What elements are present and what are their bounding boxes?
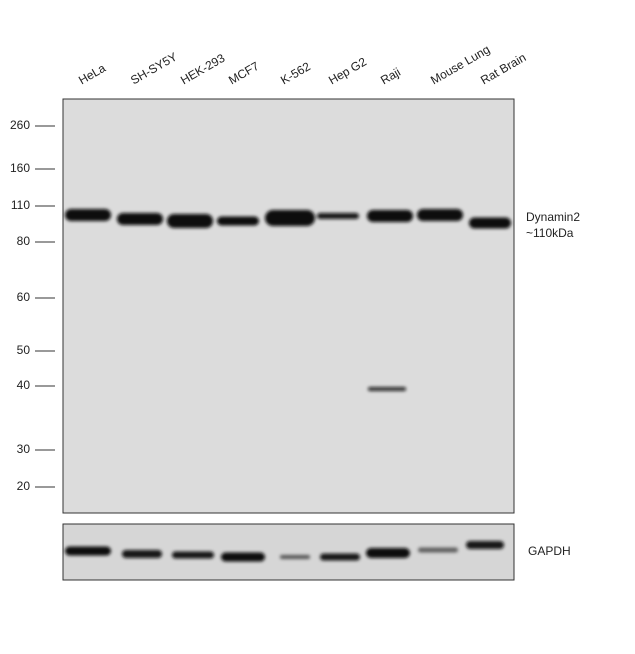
target-name: Dynamin2: [526, 210, 580, 224]
lane-label: SH-SY5Y: [128, 50, 179, 88]
band: [366, 548, 410, 558]
marker-label: 30: [17, 442, 31, 456]
band: [65, 209, 111, 221]
band: [469, 217, 511, 229]
bands: [65, 209, 511, 562]
band: [417, 209, 463, 221]
band: [221, 552, 265, 562]
band: [265, 210, 315, 226]
marker-label: 50: [17, 343, 31, 357]
band: [217, 216, 259, 226]
band: [367, 210, 413, 222]
band: [117, 213, 163, 225]
band: [418, 547, 458, 553]
band: [368, 387, 406, 391]
band: [167, 214, 213, 228]
marker-label: 40: [17, 378, 31, 392]
marker-label: 60: [17, 290, 31, 304]
lane-label: Raji: [378, 65, 403, 87]
band: [280, 555, 310, 559]
lane-label: K-562: [278, 59, 313, 87]
band: [172, 551, 214, 559]
loading-control-name: GAPDH: [528, 544, 571, 558]
band: [122, 550, 162, 558]
main-blot-panel: [62, 98, 515, 514]
band: [65, 546, 111, 556]
lane-label: Hep G2: [326, 54, 369, 87]
lane-label: HEK-293: [178, 51, 227, 88]
marker-label: 110: [11, 198, 30, 212]
band: [317, 213, 359, 219]
target-size: ~110kDa: [526, 226, 574, 240]
marker-label: 160: [10, 161, 30, 175]
marker-label: 80: [17, 234, 31, 248]
marker-label: 260: [10, 118, 30, 132]
band: [466, 541, 504, 549]
marker-label: 20: [17, 479, 31, 493]
band: [320, 553, 360, 561]
lane-label: MCF7: [226, 59, 262, 88]
lane-label: HeLa: [76, 61, 108, 88]
